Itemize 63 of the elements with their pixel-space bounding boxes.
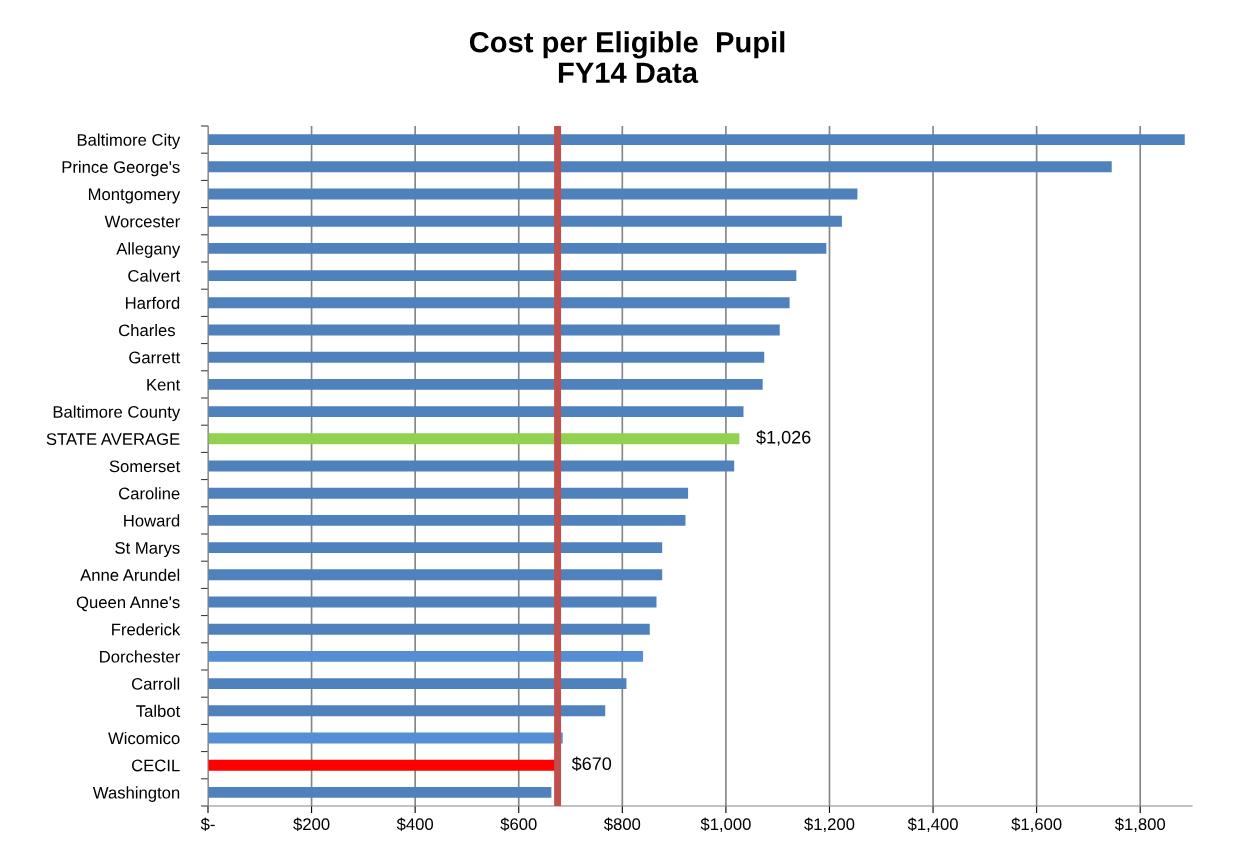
bar	[208, 242, 827, 254]
y-tick-label: Calvert	[128, 269, 181, 282]
x-tick-label: $200	[293, 817, 330, 832]
y-tick-label: Frederick	[112, 623, 181, 636]
x-tick-label: $800	[603, 817, 641, 832]
x-tick-label: $1,000	[700, 817, 751, 833]
y-tick-label: Caroline	[119, 487, 180, 500]
bar	[208, 596, 657, 608]
y-tick-label: Talbot	[136, 704, 181, 717]
y-tick-label: Baltimore City	[77, 133, 181, 150]
y-tick-label: Prince George's	[62, 160, 180, 177]
y-tick-label: Charles	[119, 323, 175, 337]
bar	[208, 650, 644, 662]
y-tick-label: Kent	[147, 378, 181, 391]
bar	[208, 161, 1112, 173]
x-tick-label: $1,600	[1011, 817, 1062, 833]
bar	[208, 460, 735, 472]
bar	[208, 378, 763, 390]
bar	[208, 270, 797, 282]
y-tick-label: St Marys	[115, 542, 180, 558]
y-tick-label: Carroll	[131, 677, 180, 690]
bar	[208, 406, 744, 418]
bar	[208, 678, 627, 690]
bar	[208, 297, 790, 309]
y-tick-label: Montgomery	[88, 188, 181, 204]
bar	[208, 786, 552, 798]
y-tick-label: Washington	[92, 786, 180, 802]
y-tick-label: Wicomico	[108, 731, 180, 745]
bar	[208, 705, 606, 717]
y-tick-label: Harford	[126, 296, 180, 309]
chart-title: Cost per Eligible Pupil FY14 Data	[469, 31, 785, 84]
y-tick-label: CECIL	[131, 759, 180, 772]
y-tick-label: Anne Arundel	[80, 568, 180, 581]
bar	[208, 188, 858, 200]
y-tick-label: Baltimore County	[53, 405, 181, 422]
y-tick-label: Dorchester	[100, 650, 180, 663]
bar	[208, 134, 1185, 146]
x-tick-label: $400	[396, 817, 434, 832]
bar	[208, 324, 780, 336]
y-tick-label: Allegany	[116, 242, 181, 258]
bar	[208, 569, 663, 581]
y-tick-label: STATE AVERAGE	[46, 433, 180, 445]
bar	[208, 433, 740, 445]
x-tick-label: $-	[200, 817, 215, 832]
x-tick-label: $600	[500, 817, 537, 832]
bar	[208, 623, 650, 635]
bar	[208, 732, 563, 744]
bar	[208, 542, 663, 554]
y-tick-label: Howard	[124, 514, 180, 527]
bar	[208, 351, 765, 363]
bar	[208, 514, 686, 526]
y-tick-label: Queen Anne's	[76, 596, 180, 612]
data-label: $670	[571, 756, 612, 772]
y-tick-label: Garrett	[129, 351, 181, 364]
data-label: $1,026	[756, 430, 811, 446]
bar	[208, 487, 689, 499]
y-tick-label: Somerset	[109, 460, 181, 473]
x-tick-label: $1,800	[1114, 817, 1166, 833]
x-tick-label: $1,400	[907, 817, 958, 833]
bar	[208, 759, 555, 771]
bar	[208, 215, 842, 227]
y-tick-label: Worcester	[104, 215, 180, 228]
x-tick-label: $1,200	[804, 817, 855, 833]
